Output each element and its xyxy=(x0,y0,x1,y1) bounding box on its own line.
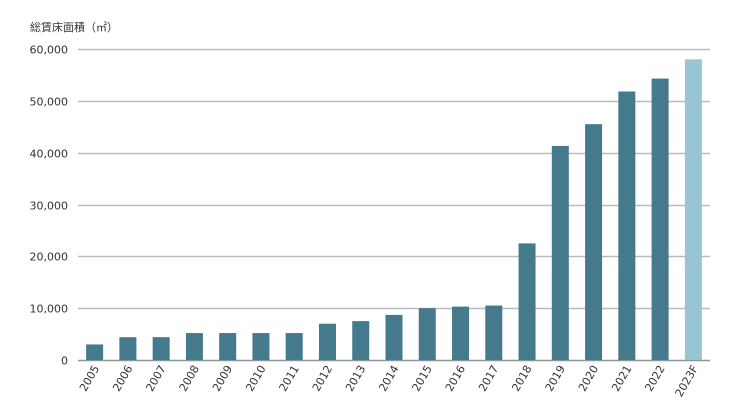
bar xyxy=(618,91,636,360)
x-tick-label: 2009 xyxy=(210,363,235,394)
x-tick-label: 2016 xyxy=(443,363,468,394)
x-tick-label: 2008 xyxy=(177,363,202,394)
bar xyxy=(86,344,104,360)
x-tick-label: 2023F xyxy=(673,363,701,399)
x-tick-label: 2021 xyxy=(609,363,634,394)
bar-forecast xyxy=(684,59,702,361)
x-tick-label: 2010 xyxy=(243,363,268,394)
x-tick-label: 2022 xyxy=(642,363,667,394)
y-tick-label: 60,000 xyxy=(30,44,69,57)
bar xyxy=(518,243,536,361)
bar xyxy=(418,308,436,360)
bar xyxy=(551,145,569,360)
bar xyxy=(651,78,669,361)
bar xyxy=(485,305,503,360)
x-tick-label: 2013 xyxy=(343,363,368,394)
x-tick-label: 2005 xyxy=(77,363,102,394)
bar xyxy=(185,333,203,360)
x-tick-label: 2015 xyxy=(410,363,435,394)
y-axis-label: 総賃床面積（㎡） xyxy=(30,21,118,34)
bar xyxy=(219,333,237,360)
x-tick-label: 2017 xyxy=(476,363,501,394)
y-tick-label: 50,000 xyxy=(30,96,69,109)
bar xyxy=(352,321,370,361)
bar xyxy=(318,323,336,360)
y-tick-label: 0 xyxy=(61,355,68,368)
bars xyxy=(86,59,702,361)
bar xyxy=(285,333,303,360)
x-tick-label: 2007 xyxy=(143,363,168,394)
gridlines xyxy=(78,48,710,362)
y-tick-labels: 0 10,000 20,000 30,000 40,000 50,000 60,000 xyxy=(30,44,69,368)
x-tick-label: 2014 xyxy=(376,363,401,394)
y-tick-label: 30,000 xyxy=(30,200,69,213)
y-tick-label: 20,000 xyxy=(30,251,69,264)
bar xyxy=(585,124,603,360)
bar xyxy=(119,337,137,360)
x-tick-label: 2011 xyxy=(277,363,302,394)
bar xyxy=(385,314,403,360)
bar xyxy=(252,333,270,360)
bar xyxy=(152,337,170,360)
bar xyxy=(452,306,470,360)
x-tick-label: 2018 xyxy=(509,363,534,394)
y-tick-label: 10,000 xyxy=(30,303,69,316)
x-tick-label: 2019 xyxy=(543,363,568,394)
x-tick-label: 2012 xyxy=(310,363,335,394)
x-tick-label: 2006 xyxy=(110,363,135,394)
x-tick-label: 2020 xyxy=(576,363,601,394)
x-tick-labels: 2005 2006 2007 2008 2009 2010 2011 2012 2013 2014… xyxy=(77,363,701,399)
y-tick-label: 40,000 xyxy=(30,148,69,161)
